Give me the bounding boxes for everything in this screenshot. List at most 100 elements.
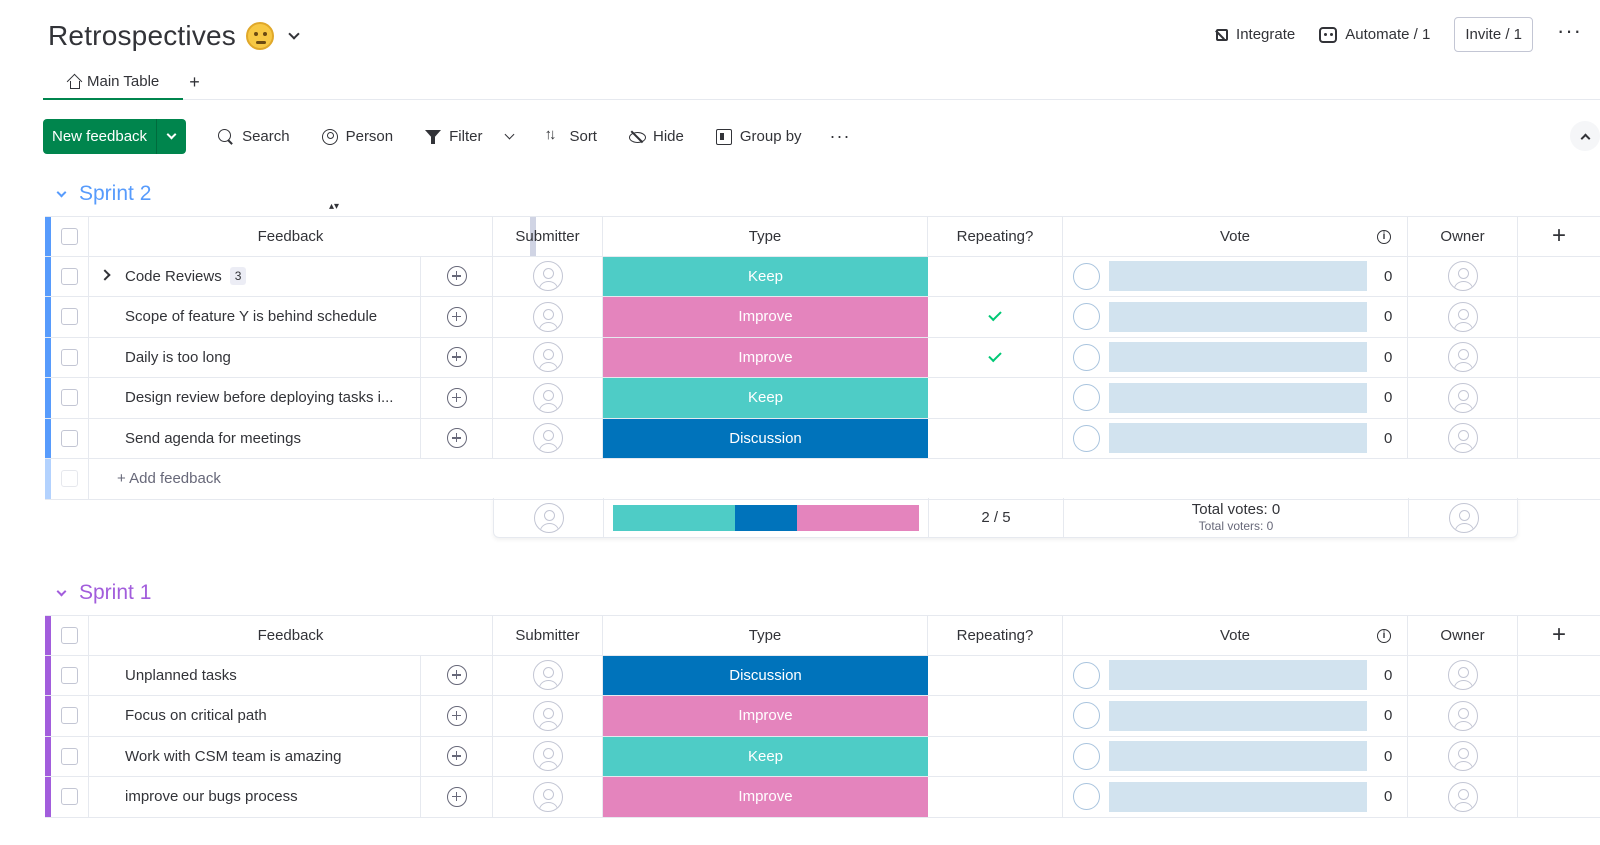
search-button[interactable]: Search — [218, 128, 290, 145]
vote-button[interactable] — [1073, 303, 1100, 331]
more-options-icon[interactable]: ··· — [1557, 17, 1582, 43]
feedback-cell[interactable]: improve our bugs process — [89, 777, 421, 817]
owner-cell[interactable] — [1408, 736, 1518, 776]
column-header-repeating[interactable]: Repeating? — [928, 217, 1063, 256]
select-all-checkbox[interactable] — [61, 227, 78, 245]
vote-button[interactable] — [1073, 742, 1100, 770]
group-by-button[interactable]: Group by — [715, 128, 802, 145]
type-status-cell[interactable]: Improve — [603, 297, 928, 337]
vote-button[interactable] — [1073, 262, 1100, 290]
row-checkbox[interactable] — [61, 348, 78, 366]
type-status-cell[interactable]: Keep — [603, 378, 928, 418]
type-status-cell[interactable]: Keep — [603, 256, 928, 296]
repeating-checkbox-cell[interactable] — [928, 418, 1063, 458]
vote-button[interactable] — [1073, 783, 1100, 811]
repeating-checkbox-cell[interactable] — [928, 256, 1063, 296]
owner-cell[interactable] — [1408, 696, 1518, 736]
table-row[interactable]: Send agenda for meetings Discussion 0 — [45, 418, 1600, 459]
add-column-button[interactable]: + — [1518, 616, 1600, 655]
type-status-cell[interactable]: Discussion — [603, 418, 928, 458]
owner-cell[interactable] — [1408, 378, 1518, 418]
column-header-vote[interactable]: Vote i — [1063, 616, 1408, 655]
table-row[interactable]: Code Reviews 3 Keep 0 — [45, 256, 1600, 297]
feedback-cell[interactable]: Work with CSM team is amazing — [89, 736, 421, 776]
feedback-cell[interactable]: Send agenda for meetings — [89, 418, 421, 458]
owner-cell[interactable] — [1408, 777, 1518, 817]
filter-button[interactable]: Filter — [425, 128, 515, 145]
column-resize-bar[interactable] — [530, 217, 536, 256]
row-checkbox[interactable] — [61, 788, 78, 806]
row-checkbox[interactable] — [61, 389, 78, 407]
board-title[interactable]: Retrospectives — [48, 20, 236, 51]
repeating-checkbox-cell[interactable] — [928, 736, 1063, 776]
submitter-cell[interactable] — [493, 696, 603, 736]
add-feedback-input[interactable]: + Add feedback — [117, 470, 221, 488]
row-checkbox[interactable] — [61, 707, 78, 725]
chevron-down-icon[interactable] — [56, 586, 67, 596]
add-update-icon[interactable] — [446, 746, 467, 767]
row-checkbox[interactable] — [61, 267, 78, 285]
tab-main-table[interactable]: Main Table — [43, 66, 184, 100]
item-name[interactable]: Design review before deploying tasks i..… — [125, 389, 394, 407]
submitter-cell[interactable] — [493, 736, 603, 776]
hide-button[interactable]: Hide — [628, 128, 684, 145]
owner-cell[interactable] — [1408, 418, 1518, 458]
submitter-cell[interactable] — [493, 337, 603, 377]
item-name[interactable]: Work with CSM team is amazing — [125, 747, 342, 765]
column-header-feedback[interactable]: Feedback ▴▾ — [89, 202, 536, 256]
submitter-cell[interactable] — [493, 297, 603, 337]
add-update-icon[interactable] — [446, 306, 467, 327]
vote-button[interactable] — [1073, 661, 1100, 689]
table-row[interactable]: improve our bugs process Improve 0 — [45, 777, 1600, 818]
group-title[interactable]: Sprint 1 — [79, 581, 152, 604]
column-header-repeating[interactable]: Repeating? — [928, 616, 1063, 655]
table-row[interactable]: Scope of feature Y is behind schedule Imp… — [45, 297, 1600, 338]
add-column-button[interactable]: + — [1518, 217, 1600, 256]
add-feedback-cell[interactable]: + Add feedback — [89, 459, 1600, 499]
column-resize-icon[interactable]: ▴▾ — [329, 201, 340, 212]
feedback-cell[interactable]: Design review before deploying tasks i..… — [89, 378, 421, 418]
add-update-icon[interactable] — [446, 387, 467, 408]
subitem-count-badge[interactable]: 3 — [229, 267, 247, 286]
collapse-header-button[interactable] — [1570, 121, 1600, 151]
item-name[interactable]: Scope of feature Y is behind schedule — [125, 308, 378, 326]
owner-cell[interactable] — [1408, 655, 1518, 695]
table-row[interactable]: Work with CSM team is amazing Keep 0 — [45, 736, 1600, 777]
add-update-icon[interactable] — [446, 665, 467, 686]
add-view-button[interactable]: + — [189, 72, 200, 92]
column-header-submitter[interactable]: Submitter — [493, 616, 603, 655]
item-name[interactable]: Code Reviews — [125, 267, 222, 285]
row-checkbox[interactable] — [61, 308, 78, 326]
submitter-cell[interactable] — [493, 256, 603, 296]
feedback-cell[interactable]: Daily is too long — [89, 337, 421, 377]
chevron-down-icon[interactable] — [288, 28, 300, 40]
item-name[interactable]: Unplanned tasks — [125, 666, 237, 684]
vote-button[interactable] — [1073, 384, 1100, 412]
select-all-checkbox[interactable] — [61, 626, 78, 644]
feedback-cell[interactable]: Unplanned tasks — [89, 655, 421, 695]
repeating-checkbox-cell[interactable] — [928, 337, 1063, 377]
owner-cell[interactable] — [1408, 297, 1518, 337]
type-status-cell[interactable]: Improve — [603, 696, 928, 736]
item-name[interactable]: improve our bugs process — [125, 788, 298, 806]
more-toolbar-options-icon[interactable]: ··· — [829, 126, 851, 146]
row-checkbox[interactable] — [61, 429, 78, 447]
table-row[interactable]: Design review before deploying tasks i..… — [45, 378, 1600, 419]
submitter-cell[interactable] — [493, 777, 603, 817]
column-header-type[interactable]: Type — [603, 217, 928, 256]
new-feedback-button[interactable]: New feedback — [52, 128, 148, 145]
row-checkbox[interactable] — [61, 666, 78, 684]
info-icon[interactable]: i — [1377, 629, 1391, 643]
column-header-vote[interactable]: Vote i — [1063, 217, 1408, 256]
type-status-cell[interactable]: Discussion — [603, 655, 928, 695]
add-update-icon[interactable] — [446, 428, 467, 449]
repeating-checkbox-cell[interactable] — [928, 378, 1063, 418]
table-row[interactable]: Unplanned tasks Discussion 0 — [45, 655, 1600, 696]
type-status-cell[interactable]: Improve — [603, 337, 928, 377]
chevron-down-icon[interactable] — [56, 187, 67, 197]
row-checkbox[interactable] — [61, 747, 78, 765]
summary-type-cell[interactable] — [604, 498, 929, 537]
submitter-cell[interactable] — [493, 655, 603, 695]
feedback-cell[interactable]: Focus on critical path — [89, 696, 421, 736]
sort-button[interactable]: Sort — [544, 126, 597, 146]
